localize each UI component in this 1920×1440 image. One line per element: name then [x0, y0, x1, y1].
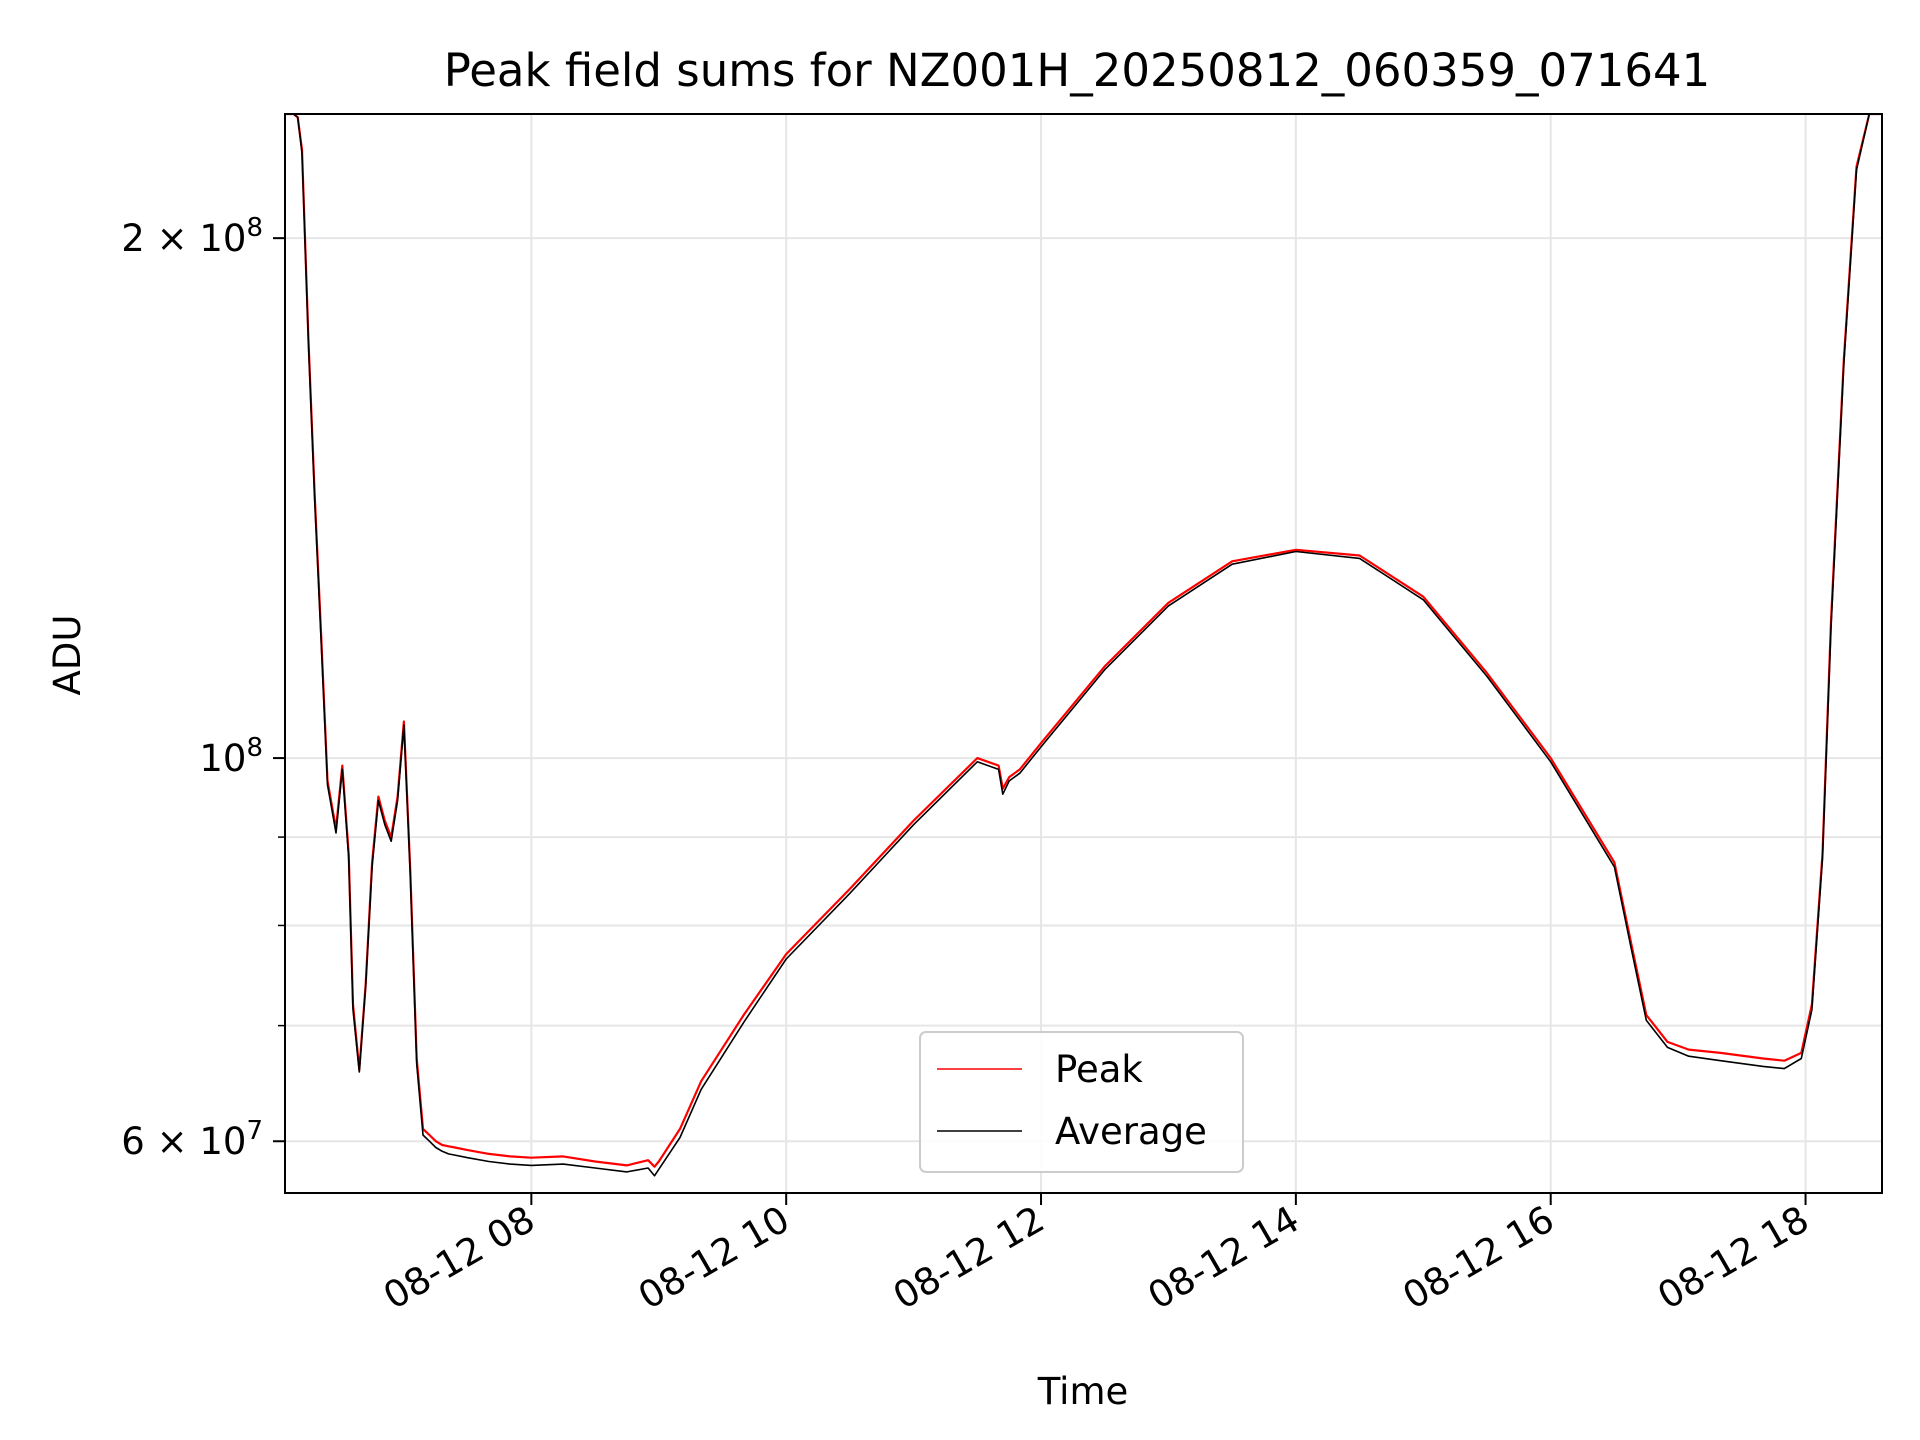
grid	[285, 114, 1882, 1193]
y-tick-label: 6 × 107	[121, 1116, 263, 1163]
chart-title: Peak field sums for NZ001H_20250812_0603…	[444, 44, 1711, 97]
legend-label-average: Average	[1055, 1110, 1207, 1153]
x-axis-label: Time	[1037, 1370, 1129, 1413]
legend-label-peak: Peak	[1055, 1048, 1143, 1091]
legend-box	[919, 1031, 1244, 1173]
series-line-average	[285, 114, 1882, 1177]
y-axis-label: ADU	[46, 615, 89, 696]
series-layer	[285, 114, 1882, 1177]
y-tick-label: 2 × 108	[121, 213, 263, 260]
plot-frame	[284, 113, 1883, 1194]
legend: Peak Average	[919, 1031, 1244, 1173]
